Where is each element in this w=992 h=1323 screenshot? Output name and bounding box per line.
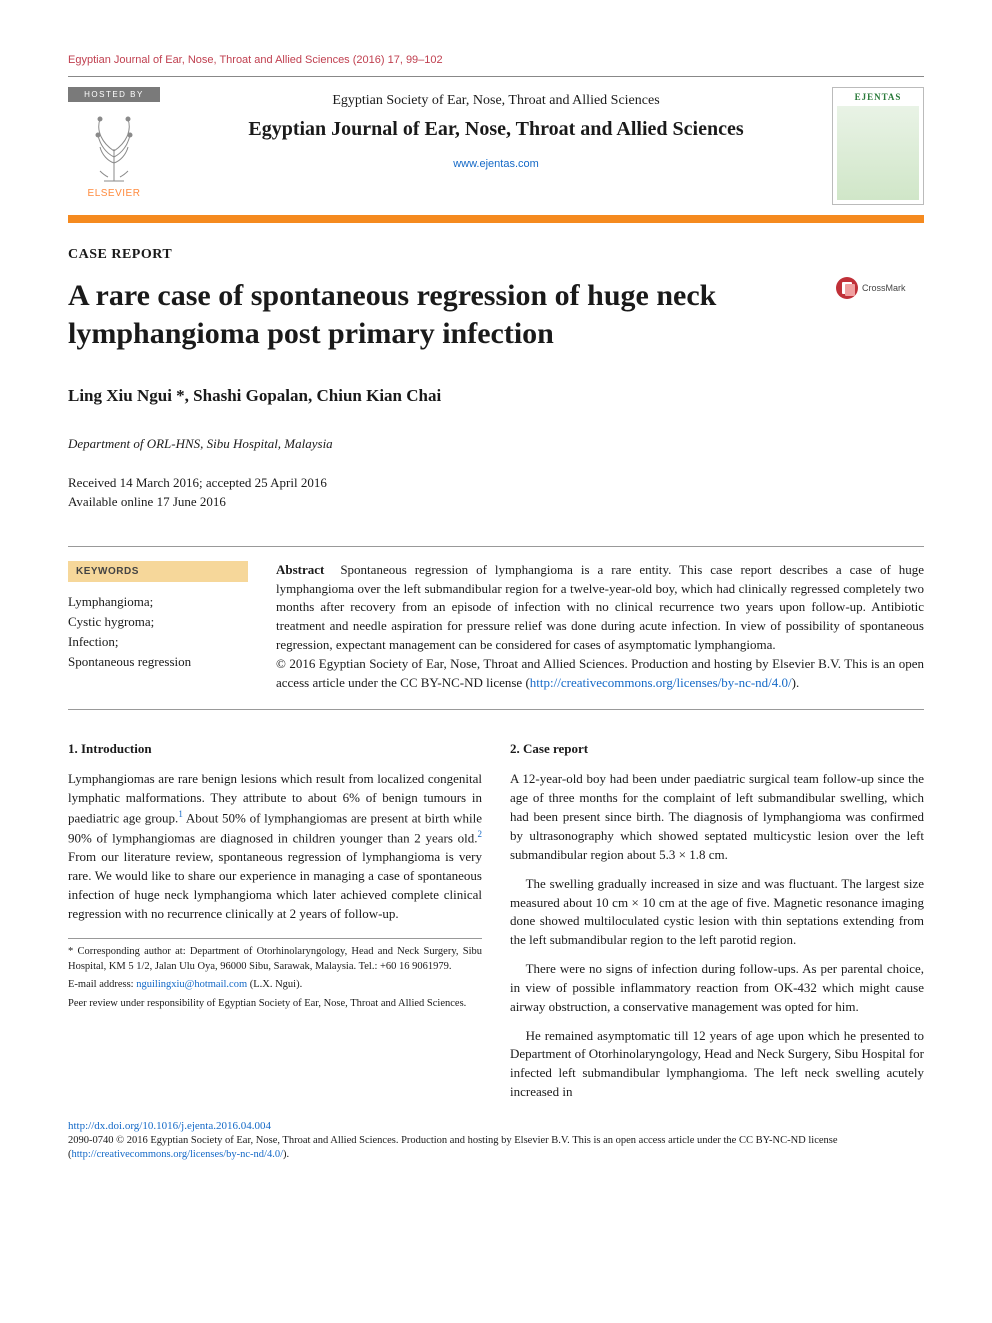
- body-columns: 1. Introduction Lymphangiomas are rare b…: [68, 740, 924, 1112]
- license-link[interactable]: http://creativecommons.org/licenses/by-n…: [530, 675, 792, 690]
- society-name: Egyptian Society of Ear, Nose, Throat an…: [182, 93, 810, 109]
- doi-link[interactable]: http://dx.doi.org/10.1016/j.ejenta.2016.…: [68, 1120, 924, 1132]
- case-p4: He remained asymptomatic till 12 years o…: [510, 1027, 924, 1102]
- abstract-block: KEYWORDS Lymphangioma; Cystic hygroma; I…: [68, 546, 924, 710]
- author-list: Ling Xiu Ngui *, Shashi Gopalan, Chiun K…: [68, 386, 924, 406]
- email-link[interactable]: nguilingxiu@hotmail.com: [136, 979, 247, 990]
- affiliation: Department of ORL-HNS, Sibu Hospital, Ma…: [68, 436, 924, 452]
- masthead: HOSTED BY: [68, 76, 924, 209]
- crossmark-icon: [836, 277, 858, 299]
- keywords-list: Lymphangioma; Cystic hygroma; Infection;…: [68, 592, 248, 673]
- crossmark-label: CrossMark: [862, 283, 906, 293]
- email-line: E-mail address: nguilingxiu@hotmail.com …: [68, 978, 482, 993]
- intro-paragraph: Lymphangiomas are rare benign lesions wh…: [68, 770, 482, 923]
- hosted-by-label: HOSTED BY: [68, 87, 160, 102]
- footer-license-link[interactable]: http://creativecommons.org/licenses/by-n…: [72, 1149, 284, 1160]
- publisher-name: ELSEVIER: [88, 188, 141, 199]
- abstract-rights: © 2016 Egyptian Society of Ear, Nose, Th…: [276, 655, 924, 693]
- citation-ref-2[interactable]: 2: [478, 829, 483, 839]
- keywords-column: KEYWORDS Lymphangioma; Cystic hygroma; I…: [68, 561, 248, 693]
- case-p2: The swelling gradually increased in size…: [510, 875, 924, 950]
- abstract-label: Abstract: [276, 562, 324, 577]
- available-date: Available online 17 June 2016: [68, 493, 924, 512]
- footnote-block: * Corresponding author at: Department of…: [68, 938, 482, 1012]
- case-p1: A 12-year-old boy had been under paediat…: [510, 770, 924, 864]
- right-column: 2. Case report A 12-year-old boy had bee…: [510, 740, 924, 1112]
- corresponding-author: * Corresponding author at: Department of…: [68, 945, 482, 974]
- abstract-column: Abstract Spontaneous regression of lymph…: [276, 561, 924, 693]
- section-heading-intro: 1. Introduction: [68, 740, 482, 759]
- masthead-center: Egyptian Society of Ear, Nose, Throat an…: [176, 87, 816, 172]
- crossmark-badge[interactable]: CrossMark: [836, 277, 924, 299]
- page-copyright: 2090-0740 © 2016 Egyptian Society of Ear…: [68, 1134, 924, 1162]
- journal-url-link[interactable]: www.ejentas.com: [453, 158, 539, 170]
- abstract-text: Spontaneous regression of lymphangioma i…: [276, 562, 924, 652]
- journal-cover-thumbnail: EJENTAS: [832, 87, 924, 205]
- orange-divider: [68, 215, 924, 223]
- article-type: CASE REPORT: [68, 247, 924, 263]
- article-dates: Received 14 March 2016; accepted 25 Apri…: [68, 474, 924, 512]
- received-date: Received 14 March 2016; accepted 25 Apri…: [68, 474, 924, 493]
- peer-review-note: Peer review under responsibility of Egyp…: [68, 997, 482, 1012]
- left-column: 1. Introduction Lymphangiomas are rare b…: [68, 740, 482, 1112]
- journal-name: Egyptian Journal of Ear, Nose, Throat an…: [182, 117, 810, 142]
- article-title: A rare case of spontaneous regression of…: [68, 277, 824, 352]
- case-p3: There were no signs of infection during …: [510, 960, 924, 1017]
- running-head: Egyptian Journal of Ear, Nose, Throat an…: [68, 54, 924, 66]
- elsevier-tree-icon: [78, 108, 150, 186]
- keywords-heading: KEYWORDS: [68, 561, 248, 582]
- section-heading-case: 2. Case report: [510, 740, 924, 759]
- hosted-by-block: HOSTED BY: [68, 87, 160, 199]
- cover-abbrev: EJENTAS: [855, 92, 902, 102]
